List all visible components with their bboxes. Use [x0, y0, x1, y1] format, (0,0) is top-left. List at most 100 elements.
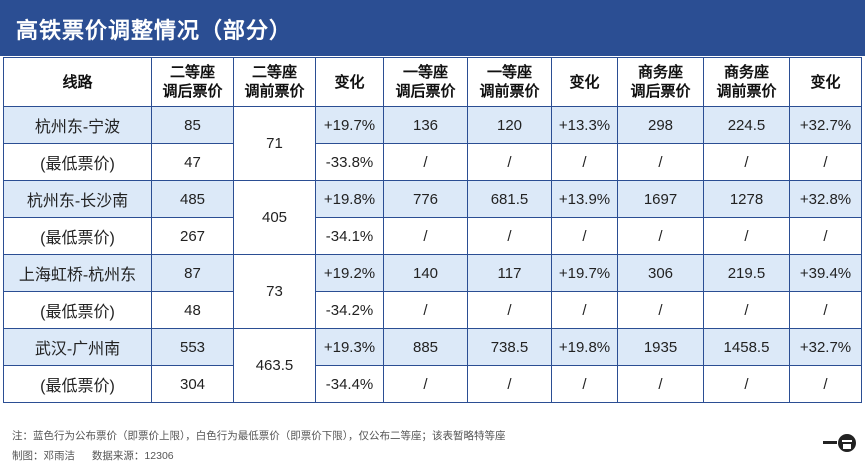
first-before: 117: [467, 254, 552, 292]
brand-logo-icon: [823, 434, 856, 452]
change-business: /: [789, 365, 862, 403]
change-business: /: [789, 291, 862, 329]
first-after: /: [383, 217, 468, 255]
second-before: 71: [233, 106, 316, 181]
second-after: 85: [151, 106, 234, 144]
first-after: /: [383, 291, 468, 329]
change-second: -34.4%: [315, 365, 384, 403]
business-after: 306: [617, 254, 704, 292]
header-change-second: 变化: [315, 57, 384, 107]
change-second: +19.8%: [315, 180, 384, 218]
first-before: /: [467, 291, 552, 329]
data-source: 数据来源：12306: [91, 450, 174, 462]
change-first: /: [551, 291, 618, 329]
second-before: 73: [233, 254, 316, 329]
header-business-after: 商务座 调后票价: [617, 57, 704, 107]
table-row-published: 武汉-广州南 553 463.5 +19.3% 885 738.5 +19.8%…: [3, 328, 862, 403]
route-name: 杭州东-宁波: [3, 106, 152, 144]
business-before: /: [703, 291, 790, 329]
title-bar: 高铁票价调整情况（部分）: [0, 0, 865, 56]
lowest-label: (最低票价): [3, 365, 152, 403]
first-before: /: [467, 143, 552, 181]
fare-table: 线路 二等座 调后票价 二等座 调前票价 变化 一等座 调后票价 一等座 调前票价 变化…: [3, 57, 862, 403]
second-after: 553: [151, 328, 234, 366]
credit-line: 制图：邓雨洁 数据来源：12306: [12, 448, 188, 463]
change-first: +19.7%: [551, 254, 618, 292]
page-title: 高铁票价调整情况（部分）: [16, 18, 293, 43]
second-after: 304: [151, 365, 234, 403]
lowest-label: (最低票价): [3, 291, 152, 329]
second-before: 405: [233, 180, 316, 255]
change-first: /: [551, 143, 618, 181]
header-first-before: 一等座 调前票价: [467, 57, 552, 107]
table-row-lowest: (最低票价) 267 -34.1% / / / / / /: [3, 217, 862, 255]
business-before: 1458.5: [703, 328, 790, 366]
change-first: /: [551, 365, 618, 403]
table-row-lowest: (最低票价) 47 -33.8% / / / / / /: [3, 143, 862, 181]
change-business: +32.7%: [789, 106, 862, 144]
business-after: /: [617, 143, 704, 181]
change-first: +13.9%: [551, 180, 618, 218]
route-name: 杭州东-长沙南: [3, 180, 152, 218]
first-before: 681.5: [467, 180, 552, 218]
business-after: /: [617, 217, 704, 255]
header-change-business: 变化: [789, 57, 862, 107]
change-first: +13.3%: [551, 106, 618, 144]
change-business: +39.4%: [789, 254, 862, 292]
change-first: /: [551, 217, 618, 255]
business-before: /: [703, 217, 790, 255]
change-business: /: [789, 217, 862, 255]
business-after: /: [617, 365, 704, 403]
business-after: 1935: [617, 328, 704, 366]
table-row-lowest: (最低票价) 48 -34.2% / / / / / /: [3, 291, 862, 329]
route-name: 上海虹桥-杭州东: [3, 254, 152, 292]
second-after: 87: [151, 254, 234, 292]
business-after: /: [617, 291, 704, 329]
first-before: 738.5: [467, 328, 552, 366]
author-credit: 制图：邓雨洁: [12, 450, 75, 462]
business-after: 298: [617, 106, 704, 144]
business-after: 1697: [617, 180, 704, 218]
first-after: /: [383, 365, 468, 403]
second-after: 48: [151, 291, 234, 329]
first-before: 120: [467, 106, 552, 144]
change-second: +19.7%: [315, 106, 384, 144]
table-row-published: 杭州东-宁波 85 71 +19.7% 136 120 +13.3% 298 2…: [3, 106, 862, 181]
change-business: /: [789, 143, 862, 181]
business-before: 1278: [703, 180, 790, 218]
first-after: 885: [383, 328, 468, 366]
second-before: 463.5: [233, 328, 316, 403]
second-after: 485: [151, 180, 234, 218]
header-first-after: 一等座 调后票价: [383, 57, 468, 107]
change-second: -34.1%: [315, 217, 384, 255]
first-after: 136: [383, 106, 468, 144]
change-first: +19.8%: [551, 328, 618, 366]
change-second: +19.3%: [315, 328, 384, 366]
change-second: -33.8%: [315, 143, 384, 181]
lowest-label: (最低票价): [3, 143, 152, 181]
first-after: 776: [383, 180, 468, 218]
first-before: /: [467, 365, 552, 403]
table-row-published: 上海虹桥-杭州东 87 73 +19.2% 140 117 +19.7% 306…: [3, 254, 862, 329]
header-route: 线路: [3, 57, 152, 107]
first-after: 140: [383, 254, 468, 292]
change-business: +32.8%: [789, 180, 862, 218]
change-second: -34.2%: [315, 291, 384, 329]
business-before: 219.5: [703, 254, 790, 292]
business-before: /: [703, 365, 790, 403]
table-row-published: 杭州东-长沙南 485 405 +19.8% 776 681.5 +13.9% …: [3, 180, 862, 255]
first-after: /: [383, 143, 468, 181]
table-row-lowest: (最低票价) 304 -34.4% / / / / / /: [3, 365, 862, 403]
change-second: +19.2%: [315, 254, 384, 292]
header-business-before: 商务座 调前票价: [703, 57, 790, 107]
business-before: /: [703, 143, 790, 181]
lowest-label: (最低票价): [3, 217, 152, 255]
route-name: 武汉-广州南: [3, 328, 152, 366]
header-change-first: 变化: [551, 57, 618, 107]
business-before: 224.5: [703, 106, 790, 144]
change-business: +32.7%: [789, 328, 862, 366]
second-after: 267: [151, 217, 234, 255]
header-second-after: 二等座 调后票价: [151, 57, 234, 107]
header-second-before: 二等座 调前票价: [233, 57, 316, 107]
second-after: 47: [151, 143, 234, 181]
